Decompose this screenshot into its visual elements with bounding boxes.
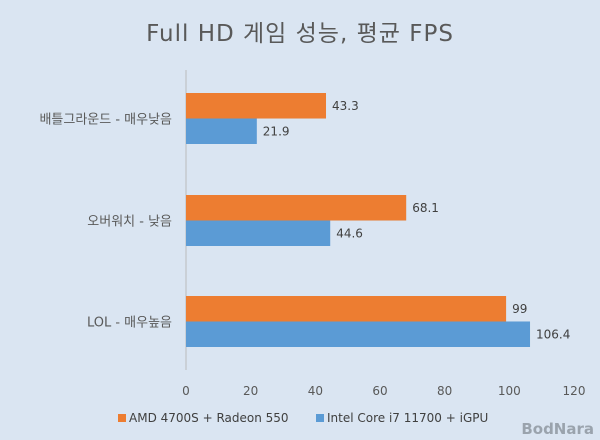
legend-item-amd: AMD 4700S + Radeon 550 [118,411,289,425]
data-label: 106.4 [536,327,570,341]
x-tick-label: 60 [372,384,387,398]
watermark-logo: BodNara [521,420,594,438]
data-label: 43.3 [332,99,359,113]
data-label: 44.6 [336,226,363,240]
legend-label-intel: Intel Core i7 11700 + iGPU [327,411,489,425]
x-tick-label: 20 [243,384,258,398]
chart-title: Full HD 게임 성능, 평균 FPS [146,21,454,47]
category-label: 오버워치 - 낮음 [87,215,172,230]
x-tick-label: 80 [437,384,452,398]
bar-intel [186,118,257,144]
bar-intel [186,220,331,246]
legend-item-intel: Intel Core i7 11700 + iGPU [316,411,488,425]
category-label: 배틀그라운드 - 매우낮음 [39,113,172,128]
x-tick-label: 0 [182,384,190,398]
data-label: 21.9 [263,124,290,138]
x-tick-label: 120 [563,384,586,398]
bar-amd [186,296,507,322]
x-tick-label: 40 [308,384,323,398]
legend-swatch-intel [316,414,324,422]
bar-amd [186,93,327,119]
data-label: 99 [512,302,527,316]
bar-amd [186,195,407,221]
category-label: LOL - 매우높음 [87,316,172,331]
data-label: 68.1 [412,201,439,215]
x-tick-label: 100 [498,384,521,398]
bar-intel [186,321,531,347]
legend-label-amd: AMD 4700S + Radeon 550 [129,411,289,425]
legend-swatch-amd [118,414,126,422]
